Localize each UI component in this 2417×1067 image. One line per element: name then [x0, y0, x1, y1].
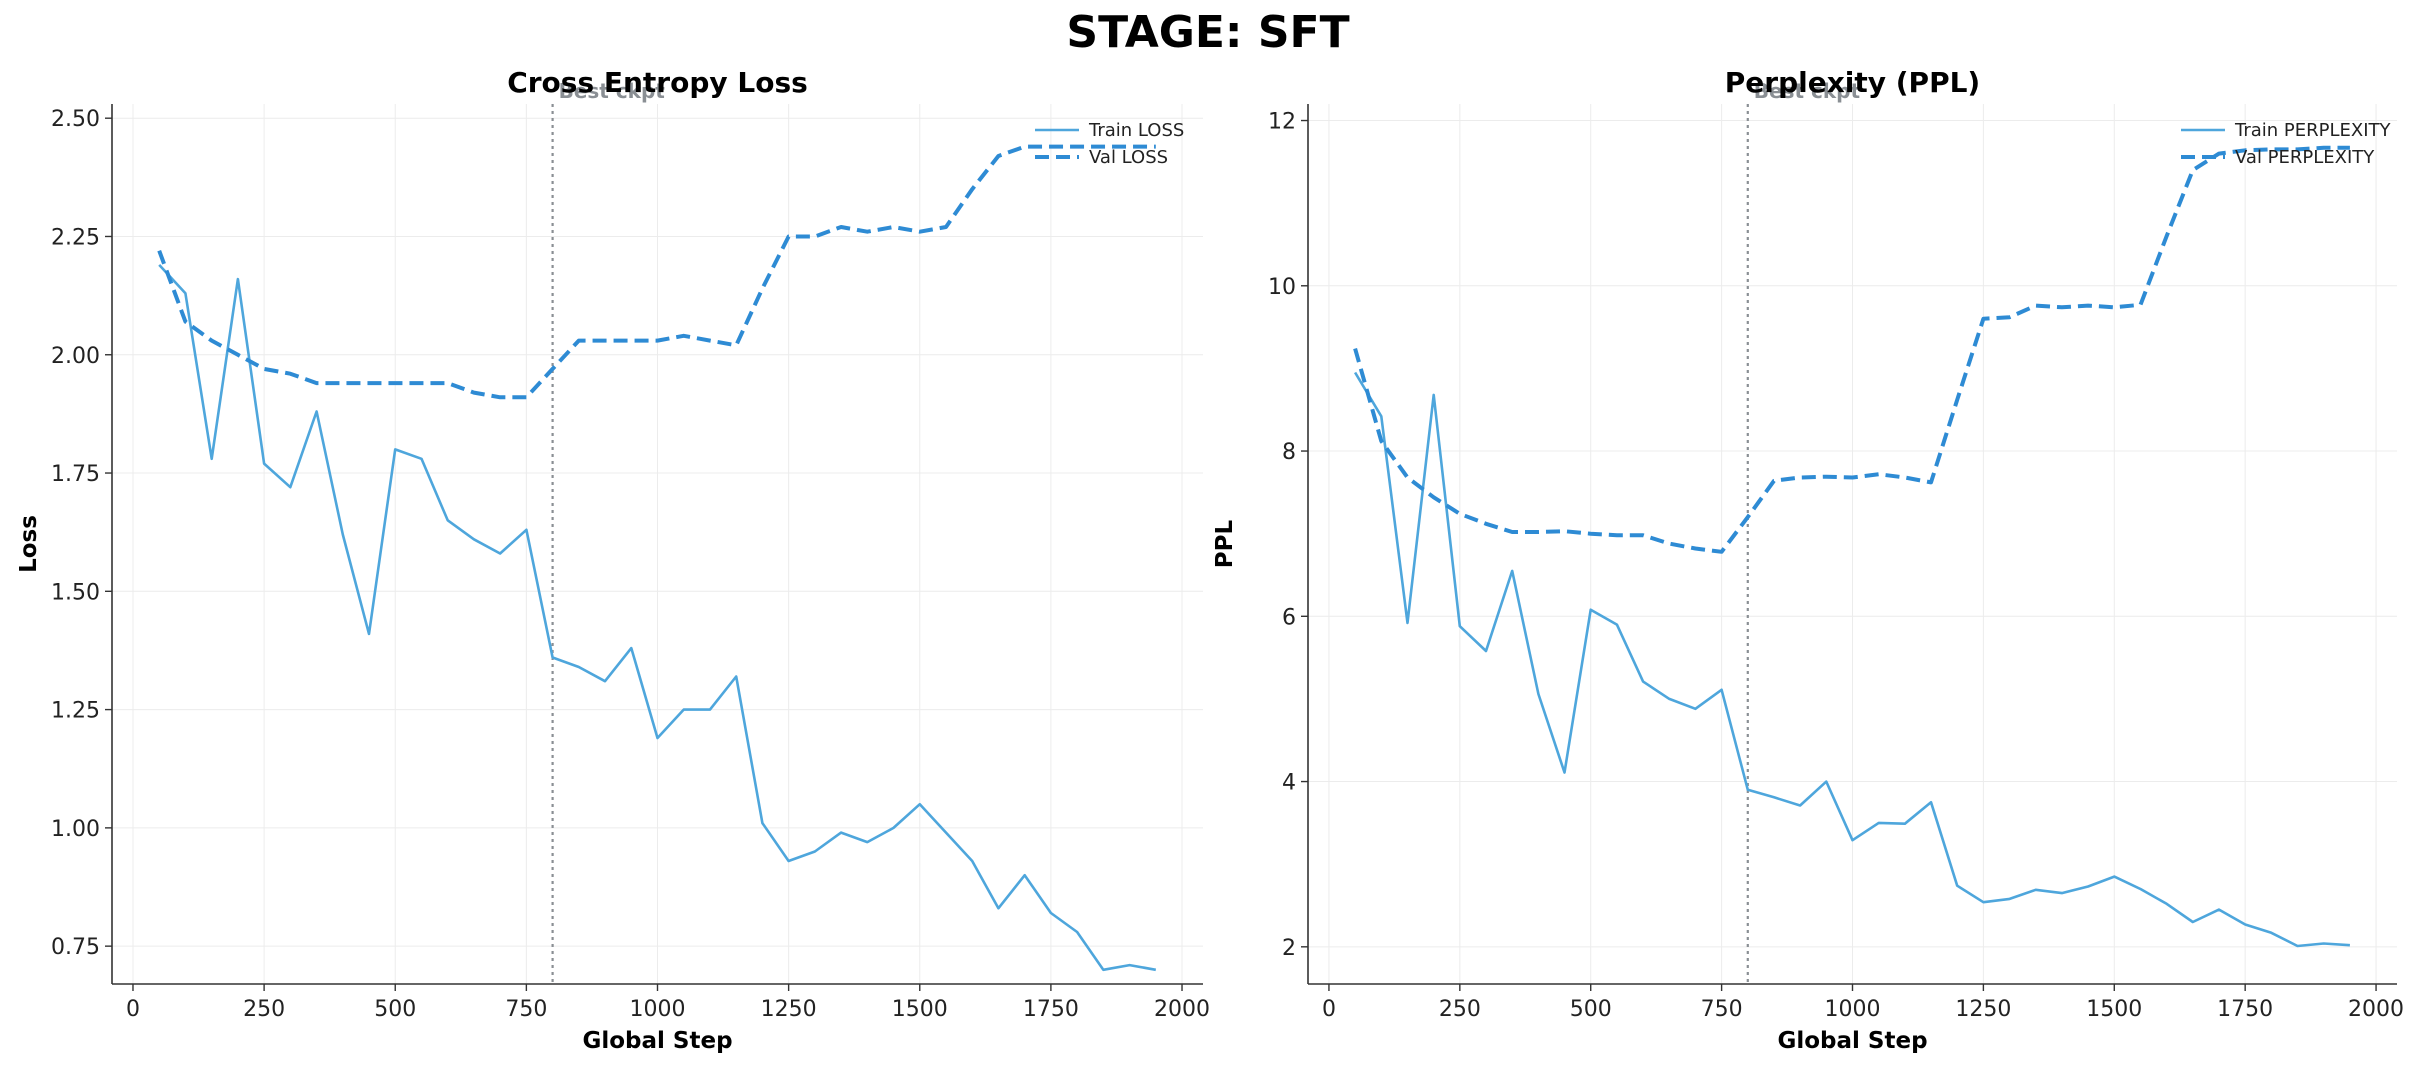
ppl-x-tick-label: 1000: [1825, 997, 1881, 1022]
loss-y-tick-label: 1.25: [51, 699, 100, 724]
ppl-legend-label: Val PERPLEXITY: [2235, 147, 2375, 168]
loss-best-ckpt-label: Best ckpt: [559, 79, 666, 103]
ppl-x-tick-label: 1500: [2086, 997, 2142, 1022]
ppl-x-tick-label: 2000: [2348, 997, 2404, 1022]
loss-legend-label: Val LOSS: [1089, 147, 1168, 168]
ppl-panel: 0 250 500 750 1000 1250 1500 1750 2000 2 4 6 8 10 12 Be…: [1212, 66, 2404, 1054]
loss-y-tick-label: 1.00: [51, 817, 100, 842]
loss-x-tick-label: 1750: [1023, 997, 1079, 1022]
ppl-x-tick-label: 500: [1570, 997, 1612, 1022]
loss-x-tick-label: 1250: [761, 997, 817, 1022]
ppl-y-tick-label: 2: [1282, 936, 1296, 961]
ppl-series-val-line: [1353, 145, 2350, 554]
loss-panel-title: Cross Entropy Loss: [507, 66, 808, 99]
ppl-y-tick-label: 6: [1282, 605, 1296, 630]
ppl-y-tick-label: 10: [1268, 275, 1296, 300]
loss-series-train-line: [158, 264, 1157, 972]
loss-panel: 0 250 500 750 1000 1250 1500 1750 2000 0.75 1.00 1.…: [16, 66, 1210, 1054]
loss-y-tick-label: 1.50: [51, 580, 100, 605]
ppl-y-tick-label: 8: [1282, 440, 1296, 465]
ppl-best-ckpt-label: Best ckpt: [1754, 79, 1861, 103]
ppl-y-tick-label: 4: [1282, 771, 1296, 796]
ppl-x-axis-label: Global Step: [1777, 1028, 1927, 1054]
ppl-x-tick-label: 1250: [1955, 997, 2011, 1022]
loss-y-tick-label: 2.50: [51, 107, 100, 132]
ppl-x-tick-label: 1750: [2217, 997, 2273, 1022]
loss-x-tick-label: 500: [374, 997, 416, 1022]
ppl-x-tick-label: 750: [1701, 997, 1743, 1022]
loss-series-val-line: [157, 144, 1156, 400]
loss-y-tick-label: 0.75: [51, 935, 100, 960]
loss-x-tick-label: 0: [126, 997, 140, 1022]
figure-title: STAGE: SFT: [1066, 7, 1349, 58]
ppl-legend-label: Train PERPLEXITY: [2234, 120, 2392, 141]
loss-y-tick-label: 1.75: [51, 462, 100, 487]
ppl-x-tick-label: 250: [1439, 997, 1481, 1022]
loss-x-axis-label: Global Step: [582, 1028, 732, 1054]
loss-legend-label: Train LOSS: [1088, 120, 1184, 141]
loss-x-tick-label: 1000: [630, 997, 686, 1022]
loss-x-tick-label: 1500: [892, 997, 948, 1022]
loss-x-tick-label: 2000: [1154, 997, 1210, 1022]
ppl-y-axis-label: PPL: [1212, 519, 1238, 568]
ppl-series-train-line: [1353, 371, 2350, 948]
loss-y-tick-label: 2.00: [51, 344, 100, 369]
ppl-y-tick-label: 12: [1268, 110, 1296, 135]
loss-y-axis-label: Loss: [16, 515, 42, 573]
loss-y-tick-label: 2.25: [51, 225, 100, 250]
ppl-panel-title: Perplexity (PPL): [1725, 66, 1980, 99]
loss-x-tick-label: 750: [505, 997, 547, 1022]
loss-x-tick-label: 250: [243, 997, 285, 1022]
ppl-x-tick-label: 0: [1322, 997, 1336, 1022]
